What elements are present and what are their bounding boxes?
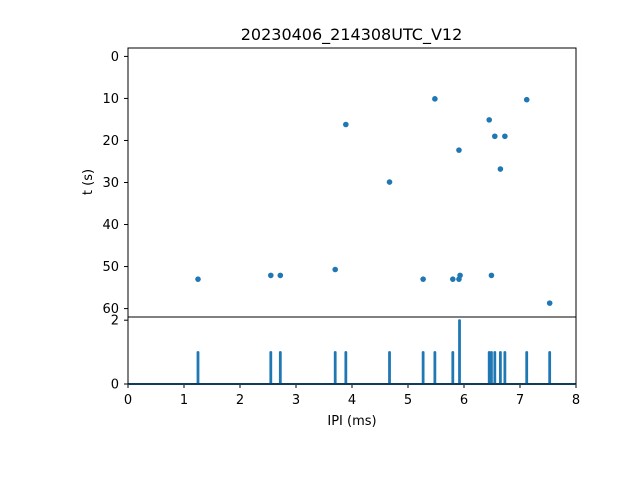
scatter-y-tick-label: 50 — [102, 260, 119, 275]
spike-y-ticks: 02 — [111, 314, 128, 393]
scatter-point — [488, 272, 495, 279]
spike-x-tick-label: 0 — [124, 393, 132, 408]
scatter-point — [343, 121, 349, 128]
scatter-point — [195, 276, 201, 282]
scatter-point — [386, 179, 393, 185]
scatter-panel: 0 10 20 30 40 50 60 t (s) — [81, 47, 577, 318]
scatter-y-tick-label: 10 — [102, 92, 119, 107]
scatter-point — [420, 276, 426, 282]
scatter-point — [457, 272, 463, 279]
spike-x-tick-label: 1 — [180, 393, 188, 408]
scatter-point — [268, 272, 274, 279]
chart-title: 20230406_214308UTC_V12 — [241, 25, 463, 45]
scatter-y-tick-label: 20 — [102, 134, 119, 149]
scatter-y-ticks: 0 10 20 30 40 50 60 — [102, 50, 128, 317]
scatter-y-tick-label: 40 — [102, 218, 119, 233]
scatter-points — [195, 96, 553, 306]
scatter-y-tick-label: 60 — [102, 302, 119, 317]
spike-x-tick-label: 7 — [516, 393, 524, 408]
spike-series-line — [128, 319, 576, 385]
scatter-point — [497, 166, 504, 172]
scatter-y-tick-label: 0 — [111, 50, 119, 65]
scatter-point — [277, 272, 284, 279]
scatter-point — [502, 133, 508, 140]
scatter-point — [546, 300, 553, 306]
scatter-point — [332, 266, 339, 273]
spike-x-tick-label: 2 — [236, 393, 244, 408]
spike-x-tick-label: 3 — [292, 393, 300, 408]
spike-x-tick-label: 5 — [404, 393, 412, 408]
scatter-point — [492, 133, 498, 140]
scatter-y-tick-label: 30 — [102, 176, 119, 191]
spike-x-tick-label: 6 — [460, 393, 468, 408]
scatter-point — [486, 117, 493, 123]
scatter-point — [456, 147, 462, 153]
spike-x-tick-label: 4 — [348, 393, 356, 408]
spike-x-axis-label: IPI (ms) — [327, 414, 376, 429]
spike-y-tick-label: 2 — [111, 314, 119, 329]
scatter-point — [432, 96, 438, 102]
scatter-point — [523, 96, 530, 103]
spike-x-tick-label: 8 — [572, 393, 580, 408]
scatter-y-axis-label: t (s) — [81, 169, 96, 195]
spike-y-tick-label: 0 — [111, 378, 119, 393]
spike-frame — [127, 316, 577, 385]
scatter-point — [450, 276, 456, 282]
